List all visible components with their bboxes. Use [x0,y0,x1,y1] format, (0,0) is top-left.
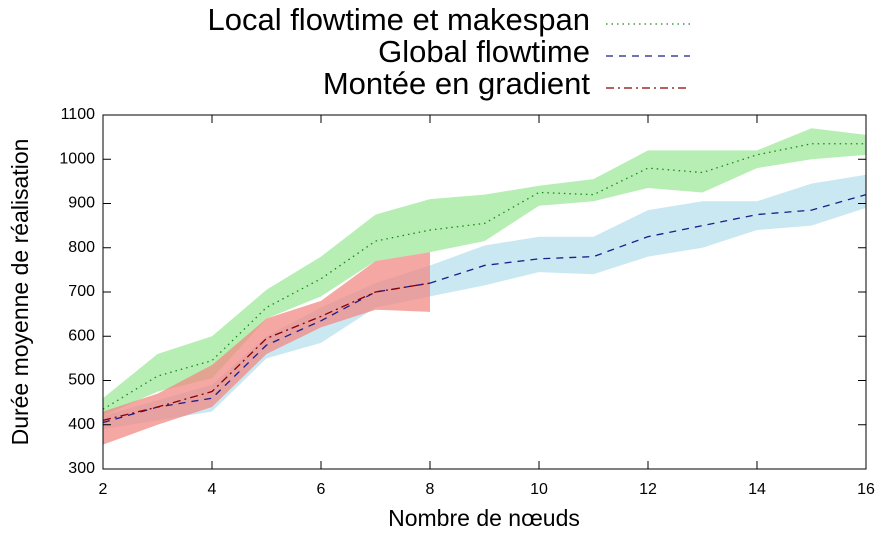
series-line [102,282,431,421]
x-tick-label: 14 [748,481,766,498]
x-axis-label: Nombre de nœuds [388,505,580,531]
x-tick-label: 4 [208,481,217,498]
legend-label: Local flowtime et makespan [207,2,590,37]
x-tick-label: 2 [99,481,108,498]
x-tick-label: 16 [857,481,875,498]
x-tick-label: 12 [639,481,657,498]
y-tick-label: 1000 [59,150,95,167]
legend-label: Global flowtime [378,34,590,69]
confidence-band [103,252,430,445]
y-tick-label: 1100 [61,106,96,123]
y-tick-label: 300 [68,460,95,477]
y-tick-label: 700 [68,283,95,300]
series-line [102,143,866,410]
y-axis-label: Durée moyenne de réalisation [7,139,33,446]
series-line [102,194,867,424]
x-tick-label: 8 [426,481,435,498]
y-tick-label: 500 [68,372,95,389]
x-tick-label: 6 [317,481,326,498]
y-tick-label: 600 [68,327,95,344]
y-tick-label: 900 [68,195,95,212]
confidence-band [103,174,866,430]
confidence-band [103,128,866,416]
legend-label: Montée en gradient [323,66,591,101]
x-tick-label: 10 [530,481,548,498]
y-tick-label: 400 [68,416,95,433]
y-tick-label: 800 [68,239,95,256]
